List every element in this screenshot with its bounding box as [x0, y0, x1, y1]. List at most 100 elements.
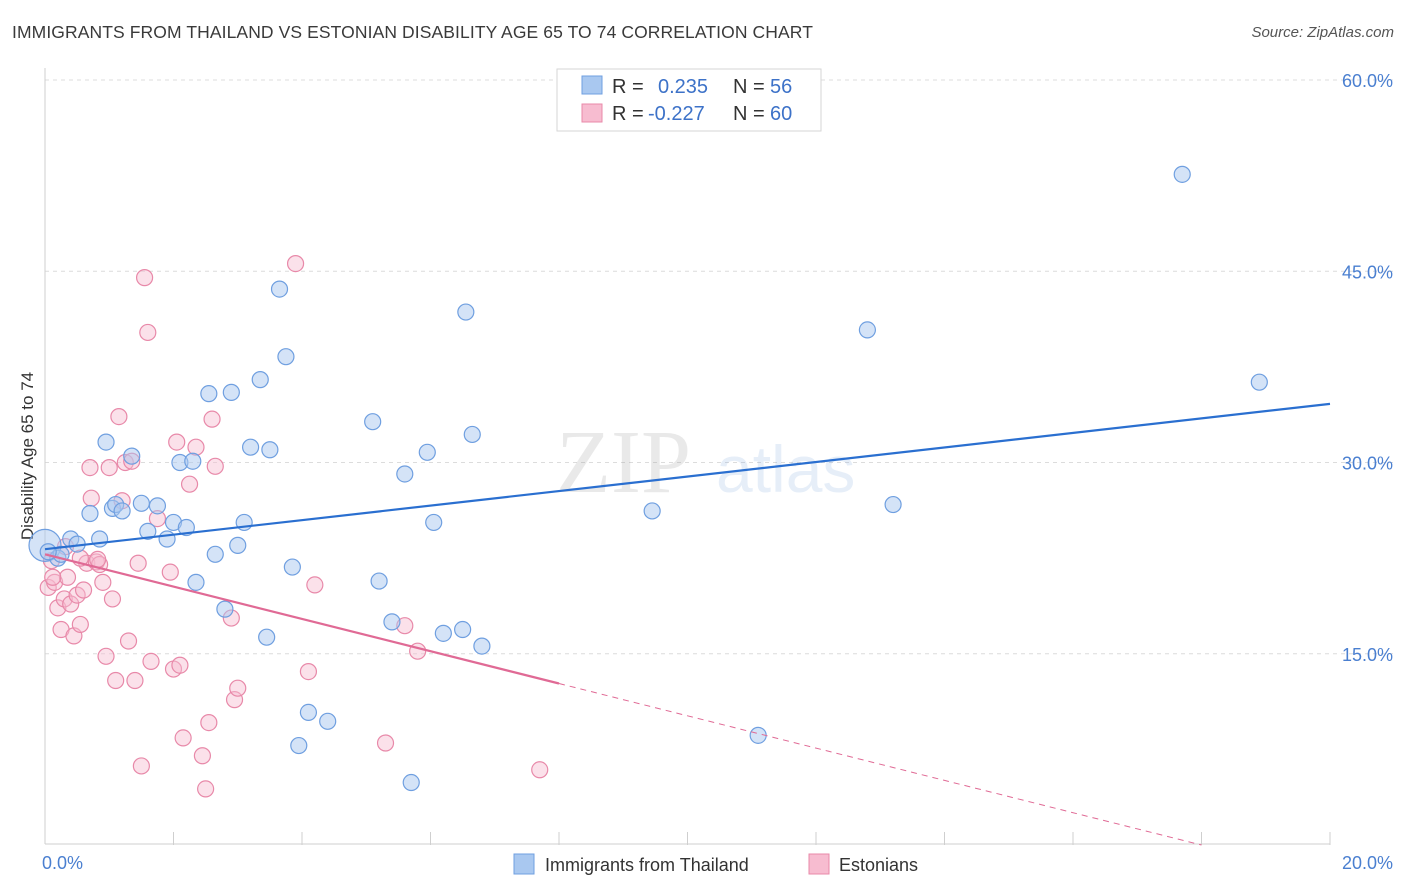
- point-thailand: [261, 441, 279, 459]
- top-legend: R = 0.235 N = 56 R = -0.227 N = 60: [556, 68, 822, 132]
- point-thailand: [1250, 373, 1268, 391]
- point-estonians: [103, 590, 122, 608]
- point-thailand: [1173, 165, 1191, 183]
- point-estonians: [171, 656, 189, 674]
- point-thailand: [463, 425, 481, 444]
- point-thailand: [242, 438, 260, 456]
- point-thailand: [858, 321, 877, 339]
- legend-r-label-1: R =: [612, 76, 644, 98]
- legend-n-value-1: 56: [770, 76, 792, 98]
- bottom-legend: Immigrants from Thailand Estonians: [513, 853, 918, 875]
- point-thailand: [364, 413, 382, 431]
- y-tick-labels: 15.0% 30.0% 45.0% 60.0%: [1342, 71, 1393, 665]
- grid-lines: [45, 79, 1395, 655]
- point-estonians: [197, 780, 215, 798]
- point-thailand: [132, 494, 150, 512]
- point-thailand: [643, 502, 661, 520]
- trend-line-thailand: [44, 402, 1331, 551]
- point-estonians: [58, 568, 77, 586]
- point-estonians: [306, 576, 324, 594]
- point-estonians: [49, 599, 67, 617]
- point-thailand: [258, 628, 276, 646]
- series-thailand-points: [28, 165, 1268, 792]
- point-thailand: [457, 303, 475, 321]
- point-thailand: [229, 536, 247, 554]
- watermark-atlas: atlas: [716, 432, 855, 506]
- point-thailand: [158, 530, 176, 548]
- point-thailand: [299, 703, 318, 722]
- point-thailand: [370, 572, 388, 590]
- point-thailand: [187, 573, 205, 591]
- point-thailand: [200, 385, 218, 403]
- y-axis-label: Disability Age 65 to 74: [18, 372, 37, 540]
- chart-source: Source: ZipAtlas.com: [1251, 24, 1394, 41]
- point-thailand: [270, 280, 289, 298]
- point-thailand: [139, 522, 157, 540]
- point-estonians: [132, 757, 150, 775]
- series-estonians-points: [39, 255, 549, 798]
- x-tick-labels: 0.0% 20.0%: [42, 853, 1393, 873]
- legend-swatch-estonians: [581, 103, 603, 123]
- point-thailand: [123, 447, 141, 465]
- point-estonians: [139, 323, 157, 342]
- point-thailand: [283, 558, 301, 576]
- legend-r-label-2: R =: [612, 103, 644, 125]
- point-thailand: [319, 712, 337, 730]
- x-tick-marks: [173, 832, 1331, 845]
- point-thailand: [97, 433, 115, 451]
- legend-n-value-2: 60: [770, 103, 792, 125]
- point-estonians: [71, 615, 89, 634]
- watermark: ZIP atlas: [556, 413, 855, 512]
- point-thailand: [425, 513, 443, 532]
- point-estonians: [97, 647, 115, 665]
- point-thailand: [177, 518, 195, 537]
- legend-r-value-2: -0.227: [648, 103, 705, 125]
- point-estonians: [206, 457, 224, 475]
- point-estonians: [229, 679, 247, 697]
- point-thailand: [383, 613, 401, 631]
- point-thailand: [396, 465, 414, 483]
- y-tick-label: 15.0%: [1342, 645, 1393, 665]
- legend-n-label-1: N =: [733, 76, 765, 98]
- point-thailand: [148, 497, 167, 515]
- point-estonians: [81, 459, 99, 477]
- point-estonians: [187, 438, 205, 456]
- point-estonians: [531, 761, 549, 779]
- point-thailand: [206, 545, 224, 563]
- point-thailand: [277, 348, 295, 366]
- chart-title: IMMIGRANTS FROM THAILAND VS ESTONIAN DIS…: [12, 22, 813, 42]
- legend-swatch-thailand: [581, 75, 603, 95]
- point-thailand: [113, 502, 131, 520]
- trend-line-estonians-extrapolated: [558, 683, 1202, 846]
- point-thailand: [884, 495, 902, 514]
- point-estonians: [82, 489, 100, 507]
- point-estonians: [161, 563, 179, 581]
- point-estonians: [135, 269, 154, 287]
- point-thailand: [473, 637, 491, 655]
- point-estonians: [44, 568, 62, 586]
- trend-lines: [44, 402, 1331, 846]
- point-estonians: [100, 459, 118, 477]
- y-tick-label: 45.0%: [1342, 262, 1393, 282]
- y-tick-label: 60.0%: [1342, 71, 1393, 91]
- point-estonians: [286, 255, 305, 273]
- legend-n-label-2: N =: [733, 103, 765, 125]
- point-estonians: [193, 747, 212, 765]
- point-estonians: [203, 410, 221, 428]
- point-estonians: [126, 671, 144, 690]
- trend-line-estonians: [44, 553, 560, 685]
- bottom-legend-label-thailand: Immigrants from Thailand: [545, 855, 749, 875]
- point-estonians: [129, 554, 147, 572]
- bottom-legend-swatch-estonians: [808, 853, 830, 875]
- point-estonians: [119, 632, 138, 650]
- watermark-zip: ZIP: [556, 413, 691, 512]
- point-estonians: [62, 595, 80, 613]
- point-estonians: [107, 671, 125, 690]
- point-estonians: [200, 713, 218, 732]
- point-estonians: [94, 573, 112, 591]
- point-estonians: [174, 729, 192, 747]
- point-estonians: [89, 550, 107, 569]
- point-estonians: [142, 652, 160, 671]
- point-thailand: [454, 620, 472, 639]
